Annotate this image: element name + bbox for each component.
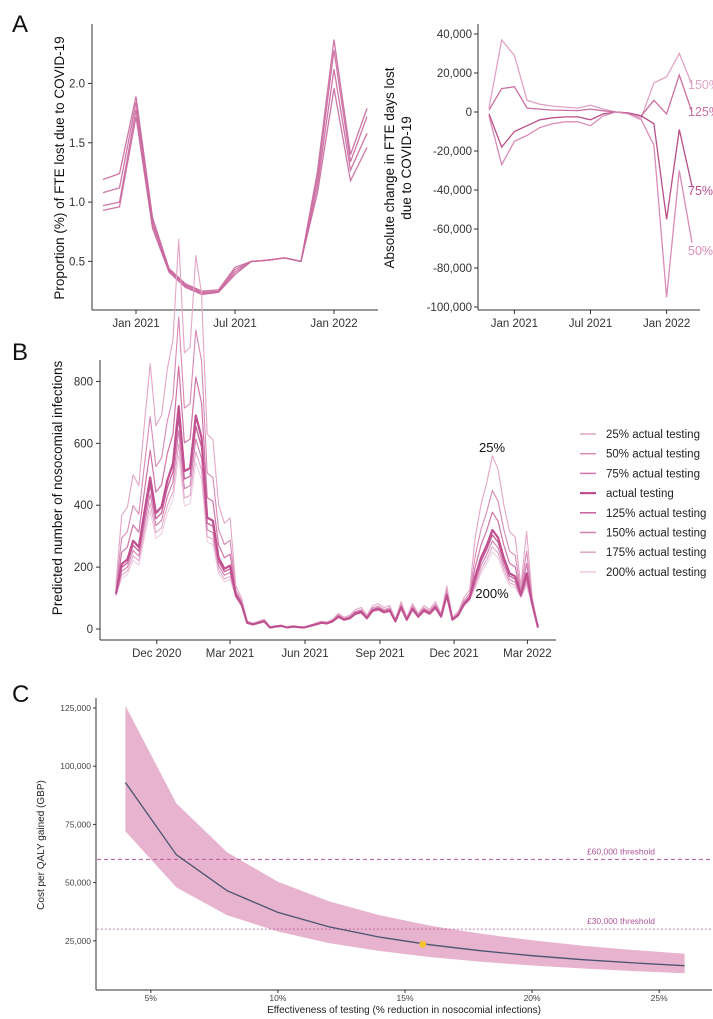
a-right-y-tick-label: -80,000 xyxy=(433,263,472,275)
b-y-tick-label: 600 xyxy=(74,438,93,450)
a-left-y-tick-label: 0.5 xyxy=(69,256,85,268)
a-right-y-tick-label: -40,000 xyxy=(433,185,472,197)
c-y-tick-label: 75,000 xyxy=(65,819,91,829)
b-x-tick-label: Mar 2022 xyxy=(503,648,552,660)
a-right-series-line-2 xyxy=(488,111,693,220)
b-x-tick-label: Mar 2021 xyxy=(206,648,255,660)
a-right-x-tick-label: Jul 2021 xyxy=(569,318,612,330)
b-legend-label-1: 50% actual testing xyxy=(606,449,700,461)
b-legend-label-3: actual testing xyxy=(606,488,674,500)
a-right-y-tick-label: -60,000 xyxy=(433,224,472,236)
b-x-tick-label: Dec 2020 xyxy=(132,648,181,660)
b-x-tick-label: Jun 2021 xyxy=(281,648,328,660)
a-right-y-tick-label: -100,000 xyxy=(427,302,472,314)
b-legend-label-0: 25% actual testing xyxy=(606,429,700,441)
b-y-tick-label: 400 xyxy=(74,500,93,512)
c-x-tick-label: 10% xyxy=(269,993,286,1003)
a-left-x-tick-label: Jan 2022 xyxy=(310,318,357,330)
c-x-title: Effectiveness of testing (% reduction in… xyxy=(267,1005,541,1016)
a-right-y-title: Absolute change in FTE days lost due to C… xyxy=(382,67,414,268)
b-legend-label-5: 150% actual testing xyxy=(606,528,706,540)
b-annotation-200: 200% xyxy=(475,586,509,601)
a-right-end-label-2: 75% xyxy=(688,184,713,198)
a-right-series-line-0 xyxy=(488,38,693,119)
c-x-tick-label: 20% xyxy=(524,993,541,1003)
a-left-series-line-2 xyxy=(102,69,368,295)
a-right-y-tick-label: -20,000 xyxy=(433,146,472,158)
b-x-tick-label: Dec 2021 xyxy=(429,648,478,660)
b-y-tick-label: 200 xyxy=(74,562,93,574)
chart-c: Cost per QALY gained (GBP) Effectiveness… xyxy=(36,698,712,1016)
a-right-y-tick-label: 20,000 xyxy=(437,68,472,80)
a-right-x-tick-label: Jan 2022 xyxy=(643,318,690,330)
c-x-tick-label: 25% xyxy=(651,993,668,1003)
b-y-tick-label: 0 xyxy=(87,624,93,636)
b-legend-label-2: 75% actual testing xyxy=(606,468,700,480)
a-left-x-tick-label: Jul 2021 xyxy=(213,318,256,330)
b-x-tick-label: Sep 2021 xyxy=(355,648,404,660)
a-right-y-title-line-2: due to COVID-19 xyxy=(399,116,414,220)
c-confidence-ribbon xyxy=(125,705,685,974)
a-right-end-label-0: 150% xyxy=(688,78,713,92)
chart-b: Predicted number of nosocomial infection… xyxy=(50,238,706,660)
b-y-title: Predicted number of nosocomial infection… xyxy=(50,361,65,616)
panel-letter-b: B xyxy=(12,339,28,366)
b-annotation-25: 25% xyxy=(479,440,505,455)
a-right-series-line-1 xyxy=(488,72,693,117)
c-y-tick-label: 25,000 xyxy=(65,936,91,946)
b-legend-label-4: 125% actual testing xyxy=(606,508,706,520)
c-y-title: Cost per QALY gained (GBP) xyxy=(36,780,47,910)
b-series-line-25pct xyxy=(115,238,539,628)
a-right-end-label-1: 125% xyxy=(688,105,713,119)
a-left-y-title: Proportion (%) of FTE lost due to COVID-… xyxy=(52,36,67,299)
chart-a-left: Proportion (%) of FTE lost due to COVID-… xyxy=(52,24,378,330)
c-y-tick-label: 50,000 xyxy=(65,878,91,888)
a-left-y-tick-label: 1.5 xyxy=(69,138,85,150)
chart-a-right: Absolute change in FTE days lost due to C… xyxy=(382,24,713,330)
c-x-tick-label: 15% xyxy=(396,993,413,1003)
a-right-series-line-3 xyxy=(488,111,693,298)
panel-letter-c: C xyxy=(12,681,29,708)
c-y-tick-label: 100,000 xyxy=(60,761,91,771)
b-series-line-actual xyxy=(114,405,540,629)
b-legend: 25% actual testing 50% actual testing 75% … xyxy=(580,429,706,579)
a-right-end-label-3: 50% xyxy=(688,244,713,258)
a-right-y-title-line-1: Absolute change in FTE days lost xyxy=(382,67,397,268)
a-left-y-tick-label: 1.0 xyxy=(69,197,85,209)
a-right-y-tick-label: 40,000 xyxy=(437,29,472,41)
a-left-y-tick-label: 2.0 xyxy=(69,78,85,90)
b-y-tick-label: 800 xyxy=(74,376,93,388)
a-left-x-tick-label: Jan 2021 xyxy=(112,318,159,330)
c-y-tick-label: 125,000 xyxy=(60,703,91,713)
c-x-tick-label: 5% xyxy=(145,993,158,1003)
b-legend-label-6: 175% actual testing xyxy=(606,547,706,559)
a-left-series-line-3 xyxy=(102,88,368,296)
a-left-series-line-1 xyxy=(102,50,368,293)
c-highlight-point xyxy=(419,940,427,948)
c-threshold-label-0: £60,000 threshold xyxy=(587,846,655,856)
a-right-y-tick-label: 0 xyxy=(466,107,472,119)
panel-letter-a: A xyxy=(12,11,28,38)
a-right-x-tick-label: Jan 2021 xyxy=(491,318,538,330)
c-threshold-label-1: £30,000 threshold xyxy=(587,916,655,926)
b-legend-label-7: 200% actual testing xyxy=(606,567,706,579)
c-mean-line xyxy=(124,782,685,967)
